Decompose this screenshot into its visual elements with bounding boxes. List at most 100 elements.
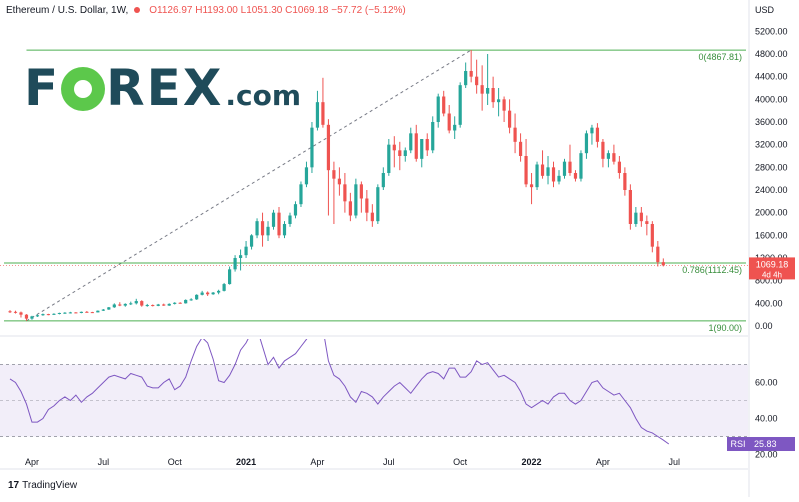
fib-level-label: 1(90.00) [708, 323, 742, 333]
candle-body [518, 141, 523, 156]
candle-body [57, 312, 62, 314]
candle-body [13, 311, 18, 313]
x-tick-label: Jul [669, 457, 681, 467]
y-tick-label: 400.00 [755, 298, 783, 308]
candle-body [167, 303, 171, 306]
candle-body [266, 226, 270, 236]
candle-body [63, 312, 67, 314]
candle-body [392, 144, 396, 151]
candle-body [568, 161, 572, 173]
candle-body [634, 212, 638, 224]
candle-body [617, 161, 621, 173]
tradingview-footer[interactable]: 17 TradingView [8, 480, 77, 491]
candle-body [19, 312, 23, 315]
y-tick-label: 800.00 [755, 276, 783, 286]
candle-body [211, 292, 215, 295]
candle-body [551, 167, 556, 182]
candle-body [513, 127, 517, 142]
x-tick-label: Jul [383, 457, 395, 467]
candle-body [343, 184, 347, 202]
candle-body [579, 153, 583, 179]
candle-body [206, 292, 210, 295]
candle-body [118, 304, 122, 306]
candle-body [507, 110, 512, 128]
candle-body [540, 164, 545, 176]
candle-body [431, 122, 435, 151]
y-tick-label: 2000.00 [755, 208, 788, 218]
candle-body [233, 258, 237, 270]
candle-body [409, 133, 413, 151]
candle-body [156, 304, 160, 306]
candle-body [562, 161, 567, 176]
candle-body [123, 303, 127, 306]
candle-body [90, 312, 94, 314]
y-axis-label: USD [755, 5, 775, 15]
rsi-line [9, 339, 670, 445]
candle-body [601, 141, 605, 159]
y-tick-label: 5200.00 [755, 26, 788, 36]
candle-body [68, 312, 72, 314]
candle-body [453, 124, 457, 131]
y-tick-label: 3200.00 [755, 140, 788, 150]
candle-body [195, 294, 199, 300]
fib-trend-dashed-line [26, 49, 472, 322]
candle-body [447, 113, 451, 131]
candle-body [162, 304, 166, 306]
candle-body [326, 124, 331, 171]
candle-body [639, 212, 643, 222]
candle-body [8, 311, 12, 313]
x-tick-label: Jul [98, 457, 110, 467]
candle-body [79, 311, 83, 313]
candle-body [299, 184, 303, 205]
candle-body [41, 314, 45, 316]
candle-body [228, 269, 232, 285]
tradingview-brand: TradingView [22, 480, 78, 491]
status-dot-icon [134, 7, 141, 14]
chart-header: Ethereum / U.S. Dollar, 1W, O1126.97 H119… [6, 5, 406, 16]
candle-body [271, 212, 276, 227]
candle-body [293, 204, 298, 216]
candle-body [436, 96, 440, 122]
x-tick-label: Oct [453, 457, 468, 467]
candle-body [24, 314, 29, 319]
candle-body [612, 153, 616, 162]
logo-text-f: F [24, 59, 61, 117]
x-tick-label: 2022 [522, 457, 542, 467]
candle-body [475, 76, 479, 86]
x-tick-label: Apr [310, 457, 324, 467]
rsi-tick-label: 40.00 [755, 414, 778, 424]
candle-body [491, 88, 495, 103]
y-tick-label: 0.00 [755, 321, 773, 331]
candle-body [140, 301, 144, 306]
candle-body [425, 139, 429, 151]
ohlc-readout: O1126.97 H1193.00 L1051.30 C1069.18 −57.… [149, 5, 406, 16]
rsi-value-badge [749, 437, 795, 452]
candle-body [337, 178, 341, 185]
candle-body [315, 102, 320, 128]
last-price-value: 1069.18 [756, 259, 789, 269]
candle-body [129, 303, 133, 305]
candle-body [260, 221, 265, 236]
candle-body [249, 235, 254, 247]
candle-body [145, 305, 149, 307]
candle-body [255, 221, 259, 236]
candle-body [359, 184, 363, 199]
symbol-title[interactable]: Ethereum / U.S. Dollar, 1W, [6, 5, 129, 16]
candle-body [85, 311, 89, 313]
tradingview-logo-icon: 17 [8, 480, 20, 491]
last-price-badge [749, 257, 795, 280]
x-tick-label: 2021 [236, 457, 256, 467]
candle-body [134, 301, 138, 304]
x-tick-label: Oct [168, 457, 183, 467]
candle-body [189, 299, 193, 301]
candle-body [502, 99, 506, 111]
candle-body [35, 315, 40, 317]
candle-body [101, 309, 105, 311]
rsi-tick-label: 20.00 [755, 450, 778, 460]
candle-body [200, 292, 204, 295]
candle-body [464, 71, 468, 86]
y-tick-label: 4800.00 [755, 49, 788, 59]
rsi-value-label: 25.83 [754, 439, 777, 449]
candle-body [398, 150, 402, 156]
